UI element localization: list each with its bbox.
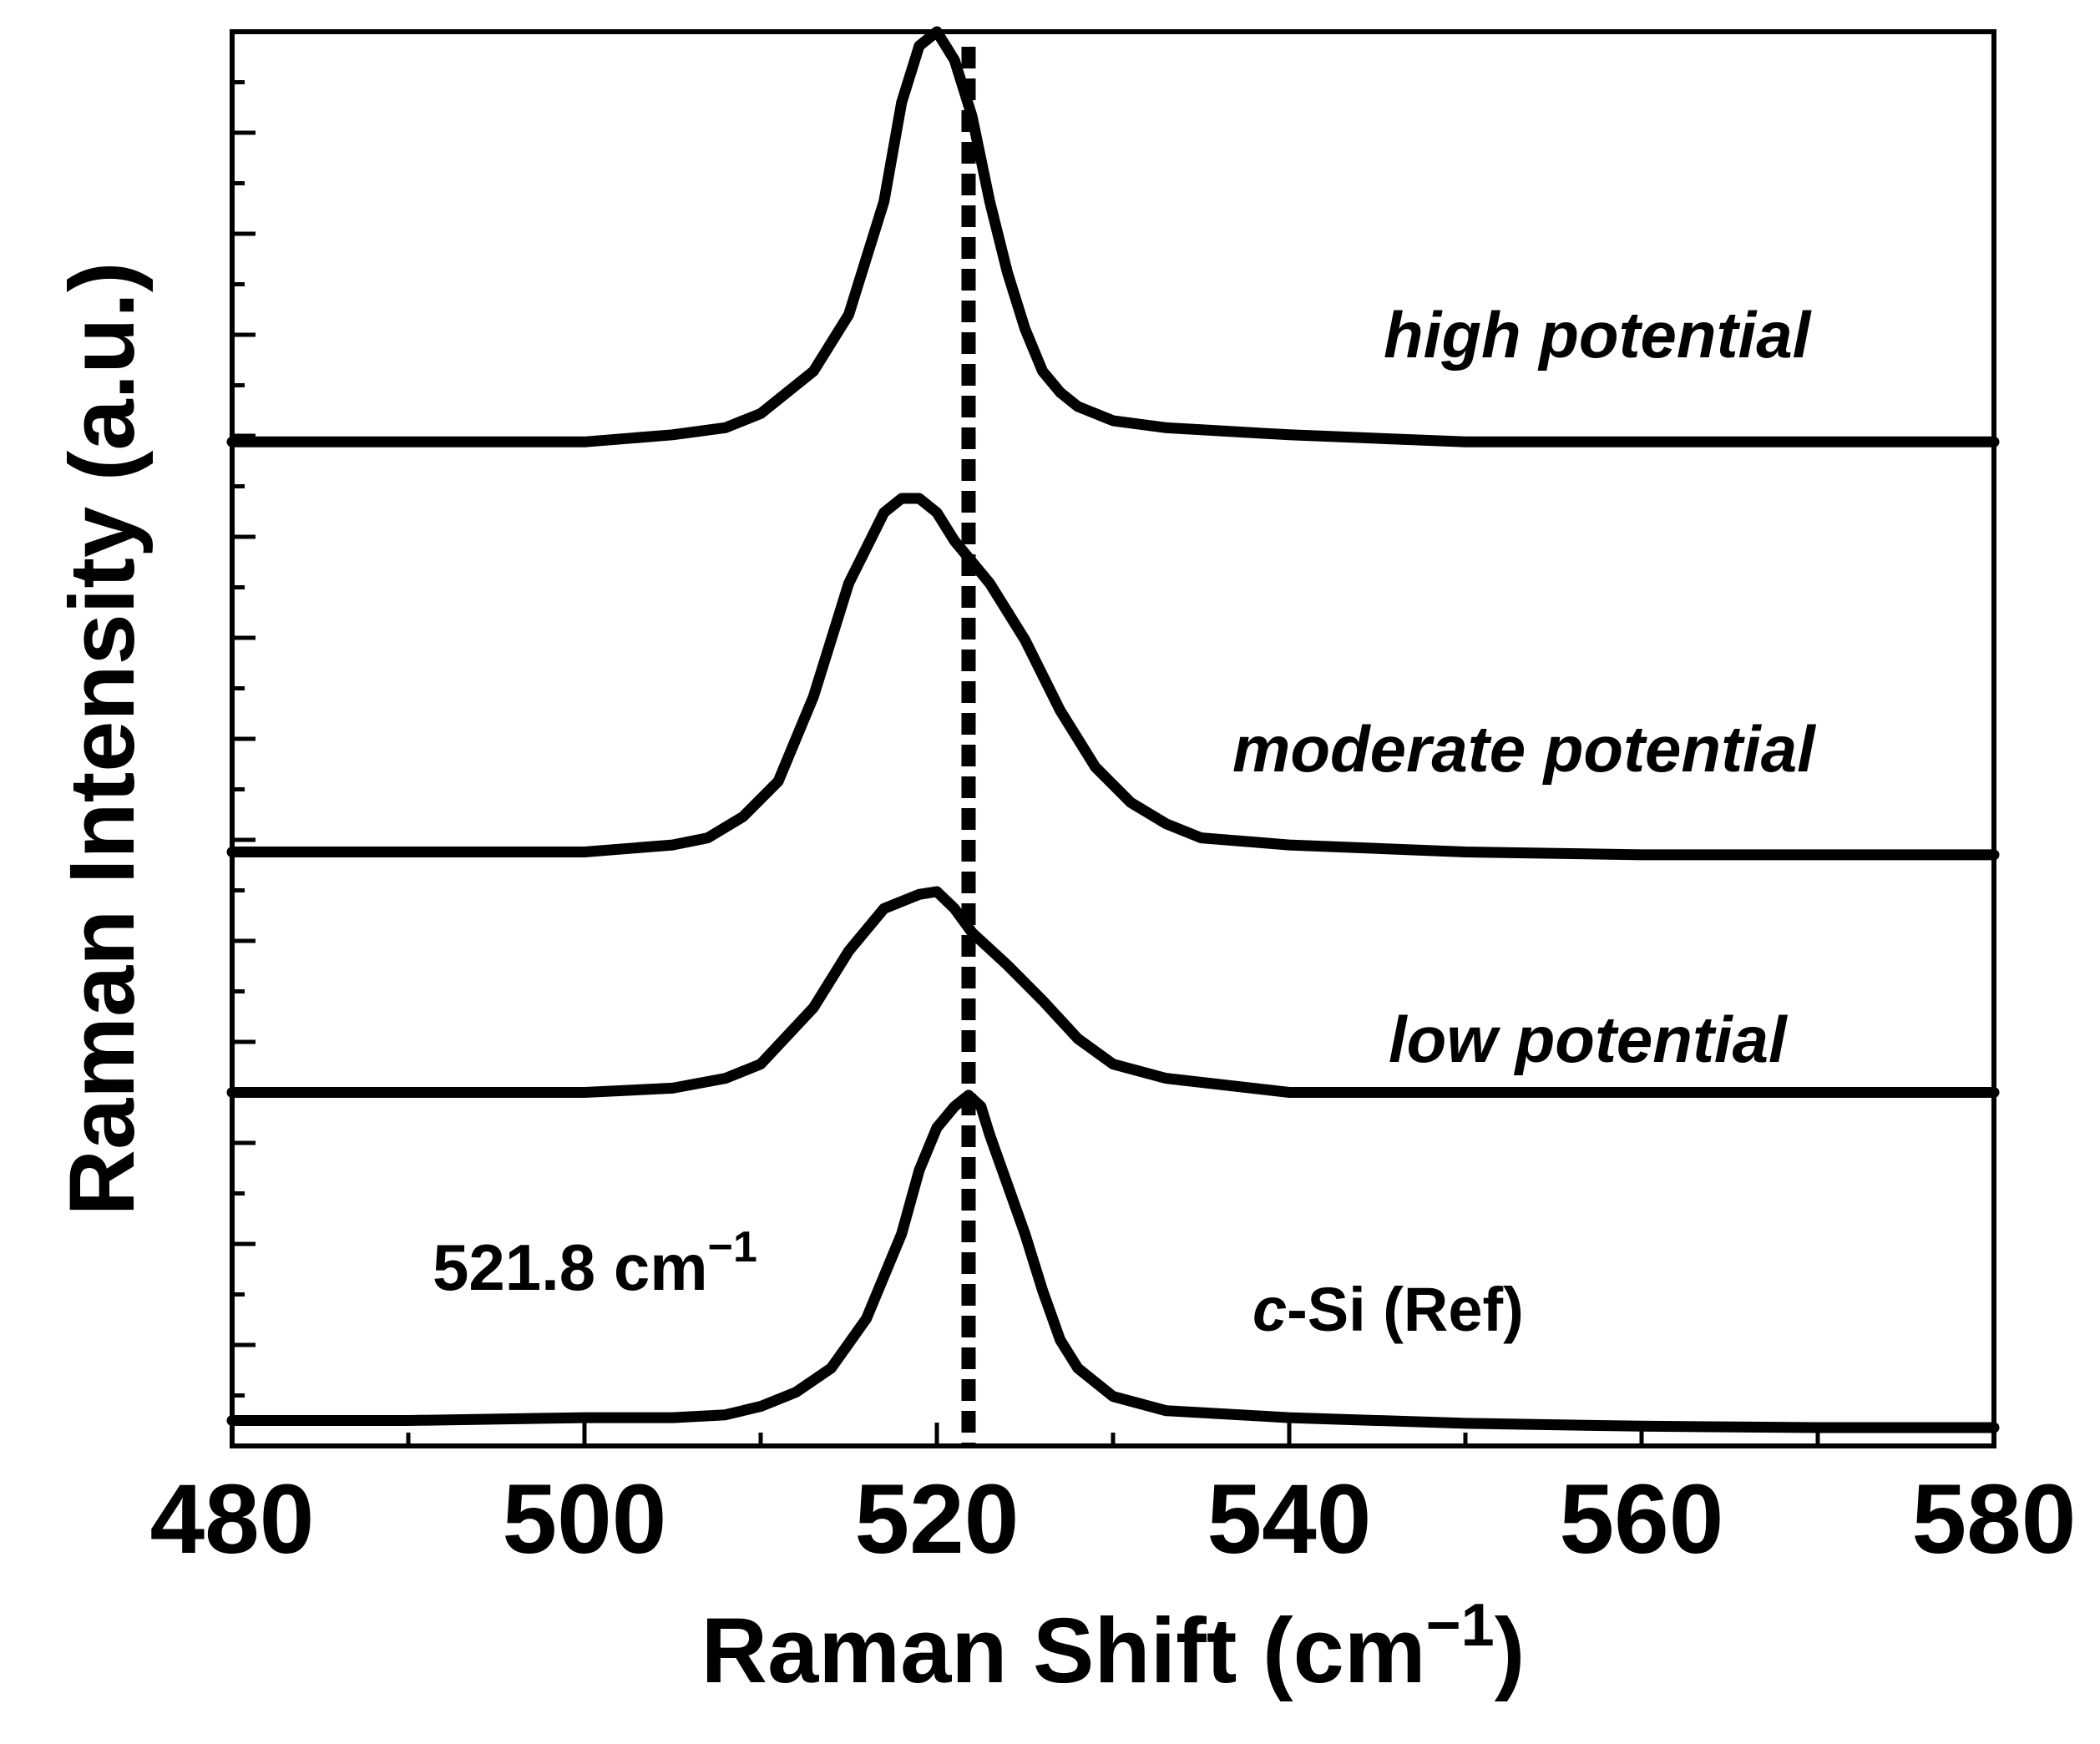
x-axis-title: Raman Shift (cm−1) [701, 1592, 1526, 1702]
y-axis-title: Raman Intensity (a.u.) [51, 262, 154, 1216]
x-tick-label-580: 580 [1912, 1464, 2077, 1575]
series-line-moderate-potential [226, 493, 2000, 861]
x-tick-label-500: 500 [503, 1464, 667, 1575]
series-line-high-potential [226, 26, 2000, 447]
peak-annotation-text: 521.8 cm [433, 1231, 708, 1304]
x-axis-title-sup: −1 [1426, 1592, 1495, 1659]
series-label-c-si-ref: c-Si (Ref) [1252, 1275, 1524, 1344]
x-tick-label-540: 540 [1207, 1464, 1372, 1575]
peak-annotation-sup: −1 [708, 1223, 757, 1271]
x-tick-label-520: 520 [855, 1464, 1020, 1575]
series-label-high-potential: high potential [1384, 298, 1812, 372]
x-tick-labels: 480 500 520 540 560 580 [150, 1464, 2077, 1575]
x-tick-label-560: 560 [1560, 1464, 1724, 1575]
series-label-moderate-potential: moderate potential [1232, 712, 1816, 786]
x-tick-layer [230, 1423, 1996, 1446]
series-label-c-si-rest: -Si (Ref) [1287, 1275, 1524, 1344]
peak-annotation: 521.8 cm−1 [433, 1223, 757, 1304]
x-axis-title-close: ) [1495, 1600, 1526, 1702]
x-tick-label-480: 480 [150, 1464, 315, 1575]
x-axis-title-main: Raman Shift (cm [701, 1600, 1426, 1702]
series-label-c-italic: c [1252, 1275, 1287, 1344]
y-tick-layer [232, 80, 256, 1398]
series-label-low-potential: low potential [1389, 1003, 1788, 1076]
series-line-low-potential [226, 886, 2000, 1098]
